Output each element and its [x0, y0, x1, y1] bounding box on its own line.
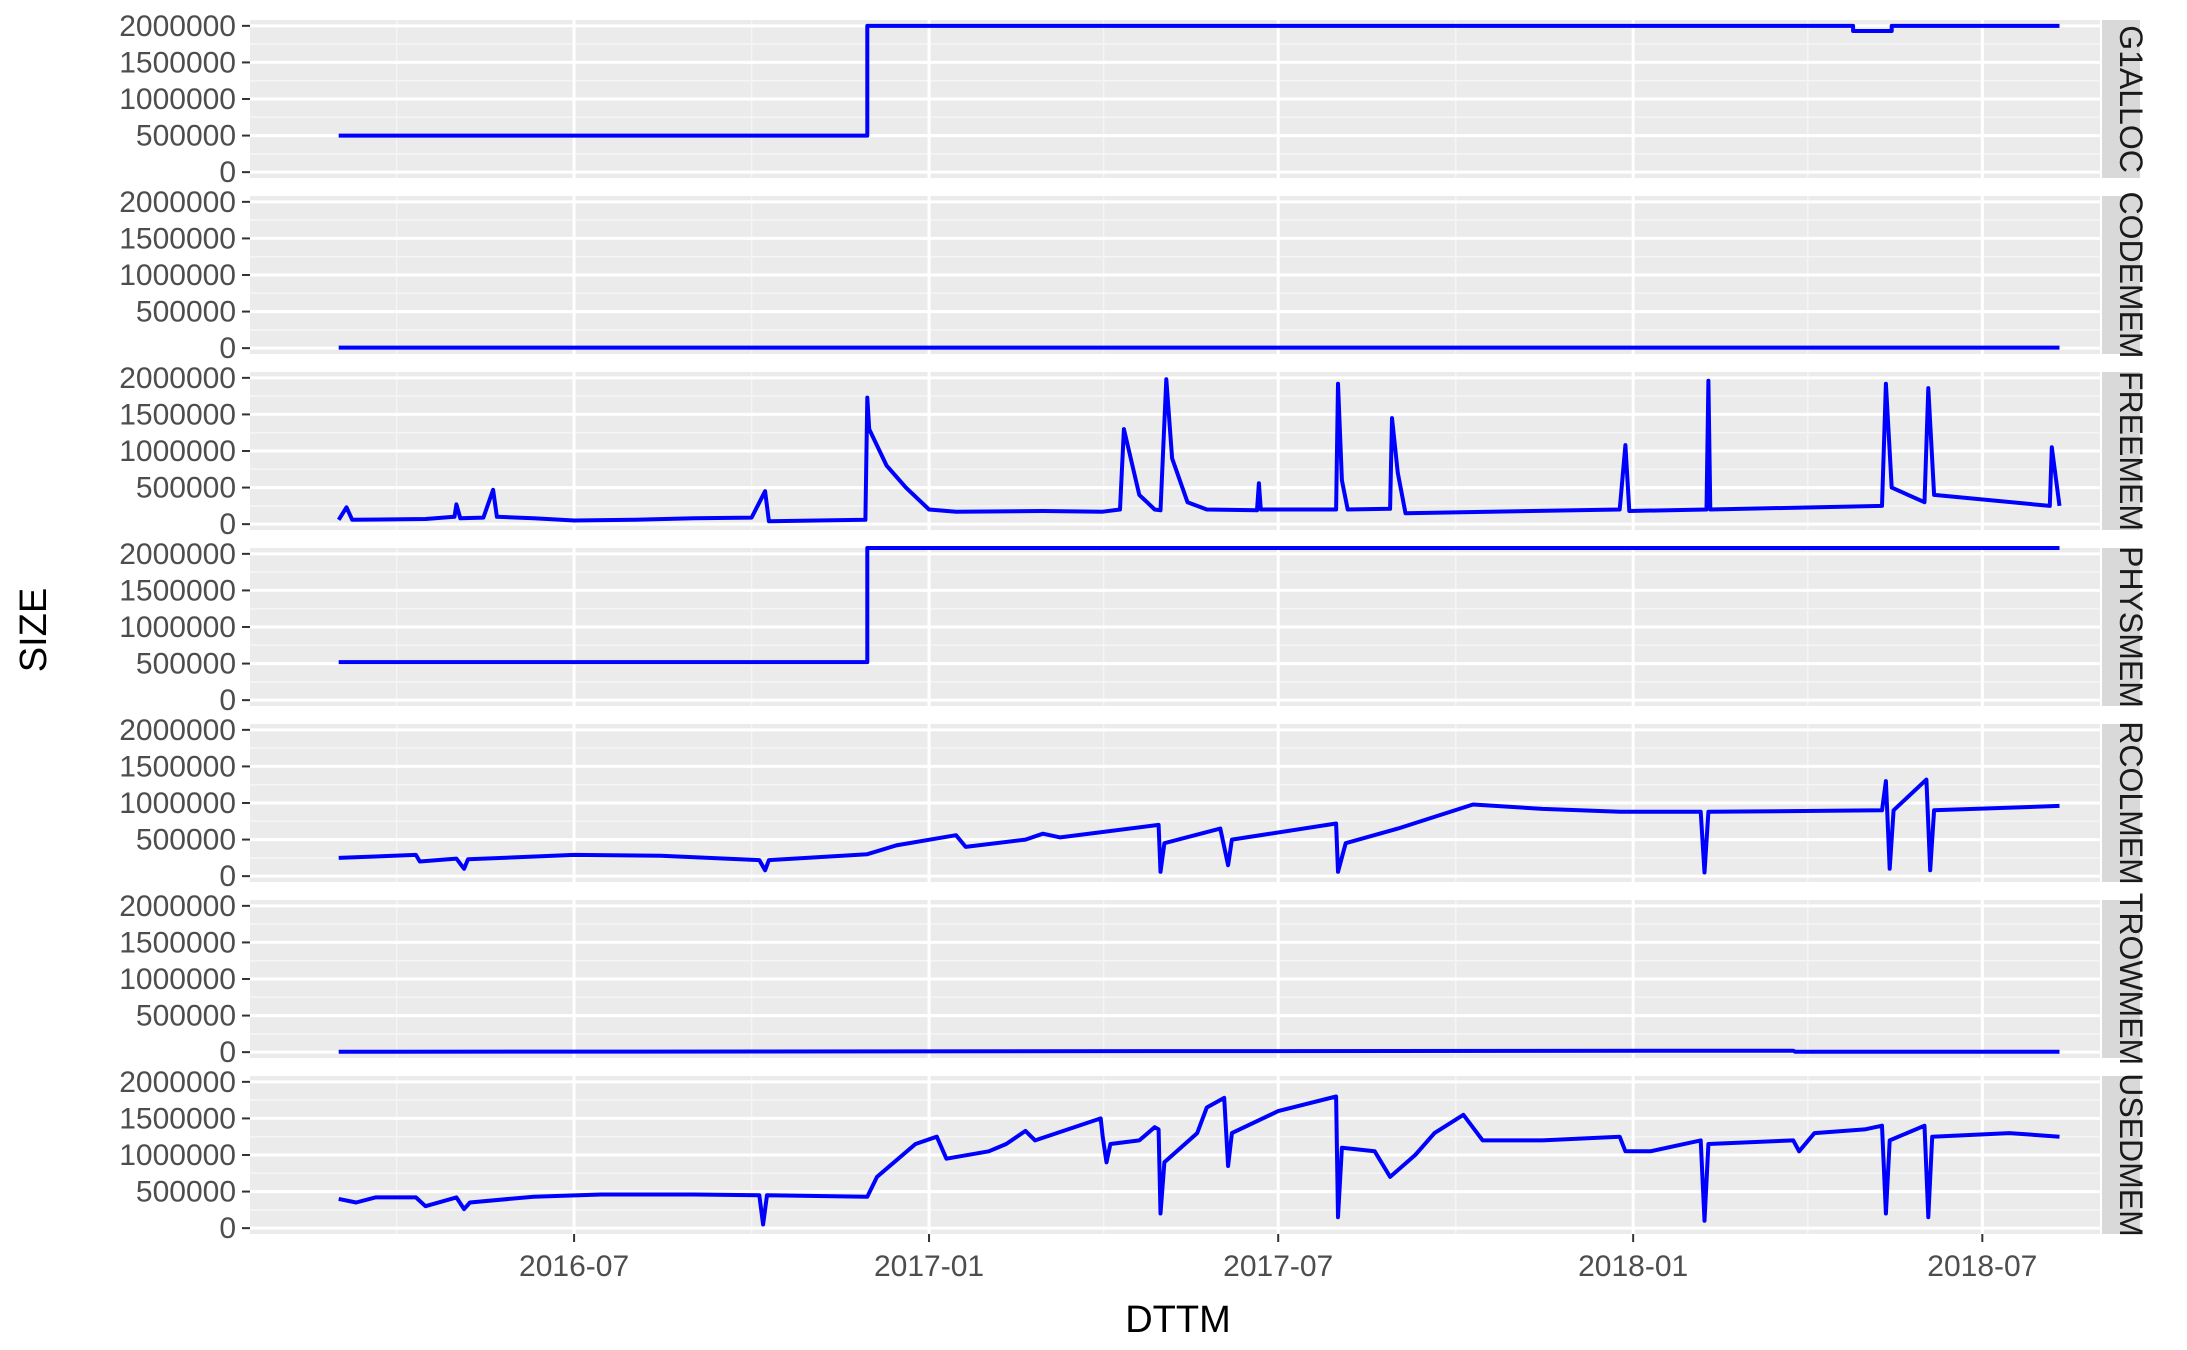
series-line — [338, 23, 2060, 138]
strip-label: CODEMEM — [2113, 191, 2149, 358]
y-tick-label: 0 — [219, 508, 236, 541]
facet-strip: CODEMEM — [2102, 191, 2149, 359]
facet-strip: TROWMEM — [2102, 893, 2149, 1065]
series-line — [338, 777, 2060, 875]
y-tick-label: 1500000 — [119, 926, 236, 959]
y-tick-label: 500000 — [136, 472, 236, 505]
y-tick-label: 0 — [219, 1036, 236, 1069]
facet-strip: RCOLMEM — [2102, 721, 2149, 885]
strip-label: USEDMEM — [2113, 1073, 2149, 1237]
y-tick-label: 1000000 — [119, 83, 236, 116]
strip-label: TROWMEM — [2113, 893, 2149, 1065]
y-tick-label: 500000 — [136, 648, 236, 681]
y-tick-label: 1000000 — [119, 259, 236, 292]
y-tick-label: 1500000 — [119, 574, 236, 607]
y-tick-label: 0 — [219, 332, 236, 365]
strip-label: FREEMEM — [2113, 371, 2149, 531]
strip-background — [2102, 196, 2140, 354]
facet-strip: FREEMEM — [2102, 371, 2149, 531]
y-tick-label: 1000000 — [119, 1139, 236, 1172]
y-tick-label: 1500000 — [119, 1102, 236, 1135]
y-tick-label: 1500000 — [119, 46, 236, 79]
facet-strip: USEDMEM — [2102, 1073, 2149, 1237]
y-tick-label: 1000000 — [119, 963, 236, 996]
y-tick-label: 0 — [219, 156, 236, 189]
y-tick-label: 1500000 — [119, 398, 236, 431]
x-tick-label: 2018-01 — [1578, 1250, 1688, 1283]
y-tick-label: 0 — [219, 684, 236, 717]
strip-background — [2102, 20, 2140, 178]
y-tick-label: 500000 — [136, 824, 236, 857]
y-tick-label: 2000000 — [119, 362, 236, 395]
series-line — [338, 1048, 2060, 1054]
y-tick-label: 2000000 — [119, 1066, 236, 1099]
x-tick-label: 2017-07 — [1223, 1250, 1333, 1283]
strip-background — [2102, 548, 2140, 706]
y-tick-label: 2000000 — [119, 10, 236, 43]
y-tick-label: 500000 — [136, 1176, 236, 1209]
x-tick-label: 2016-07 — [519, 1250, 629, 1283]
y-tick-label: 0 — [219, 1212, 236, 1245]
y-tick-label: 500000 — [136, 1000, 236, 1033]
series-line — [338, 546, 2060, 665]
strip-label: G1ALLOC — [2113, 25, 2149, 173]
y-tick-label: 2000000 — [119, 186, 236, 219]
y-tick-label: 1000000 — [119, 787, 236, 820]
strip-label: PHYSMEM — [2113, 546, 2149, 708]
y-tick-label: 2000000 — [119, 538, 236, 571]
facet-strip: PHYSMEM — [2102, 546, 2149, 708]
y-axis-title: SIZE — [13, 588, 55, 672]
strip-background — [2102, 724, 2140, 882]
strip-label: RCOLMEM — [2113, 721, 2149, 885]
strip-background — [2102, 900, 2140, 1058]
x-axis: 2016-07 2017-01 2017-07 2018-01 2018-07 — [519, 1234, 2037, 1283]
strip-background — [2102, 1076, 2140, 1234]
y-tick-label: 2000000 — [119, 714, 236, 747]
strip-background — [2102, 372, 2140, 530]
y-tick-label: 2000000 — [119, 890, 236, 923]
y-tick-label: 500000 — [136, 296, 236, 329]
x-tick-label: 2017-01 — [874, 1250, 984, 1283]
series-line — [337, 377, 2062, 524]
y-tick-label: 1500000 — [119, 750, 236, 783]
x-axis-title: DTTM — [1125, 1299, 1231, 1341]
x-tick-label: 2018-07 — [1927, 1250, 2037, 1283]
series-line — [338, 1094, 2060, 1227]
y-tick-label: 1000000 — [119, 435, 236, 468]
y-tick-label: 0 — [219, 860, 236, 893]
y-tick-label: 1500000 — [119, 222, 236, 255]
facet-strip: G1ALLOC — [2102, 20, 2149, 178]
y-tick-label: 500000 — [136, 120, 236, 153]
y-tick-label: 1000000 — [119, 611, 236, 644]
